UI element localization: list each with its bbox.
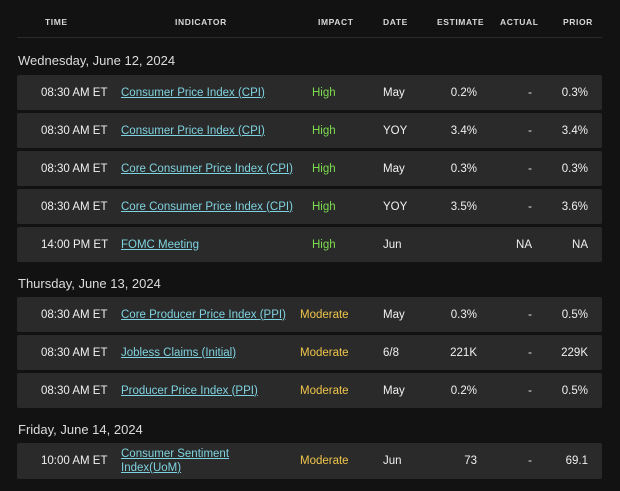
- table-row: 08:30 AM ET Consumer Price Index (CPI) H…: [17, 113, 602, 148]
- table-header: TIME INDICATOR IMPACT DATE ESTIMATE ACTU…: [17, 0, 602, 38]
- indicator-link[interactable]: Core Producer Price Index (PPI): [121, 308, 286, 321]
- estimate-cell: 0.2%: [450, 384, 477, 397]
- impact-cell: Moderate: [300, 384, 349, 397]
- actual-cell: -: [528, 346, 532, 359]
- table-row: 08:30 AM ET Core Consumer Price Index (C…: [17, 151, 602, 186]
- time-cell: 08:30 AM ET: [41, 384, 108, 397]
- date-heading: Thursday, June 13, 2024: [18, 276, 161, 291]
- estimate-cell: 3.4%: [450, 124, 477, 137]
- actual-cell: -: [528, 384, 532, 397]
- prior-cell: 3.6%: [561, 200, 588, 213]
- date-cell: 6/8: [383, 346, 399, 359]
- actual-cell: -: [528, 124, 532, 137]
- table-row: 08:30 AM ET Jobless Claims (Initial) Mod…: [17, 335, 602, 370]
- column-actual: ACTUAL: [500, 17, 539, 27]
- prior-cell: 0.5%: [561, 384, 588, 397]
- prior-cell: 0.3%: [561, 162, 588, 175]
- prior-cell: 69.1: [565, 455, 588, 467]
- indicator-link[interactable]: Producer Price Index (PPI): [121, 384, 258, 397]
- estimate-cell: 0.2%: [450, 86, 477, 99]
- impact-cell: High: [312, 238, 336, 251]
- table-row: 10:00 AM ET Consumer Sentiment Index(UoM…: [17, 443, 602, 479]
- indicator-link-line1[interactable]: Consumer Sentiment: [121, 448, 230, 460]
- table-row: 08:30 AM ET Core Consumer Price Index (C…: [17, 189, 602, 224]
- time-cell: 08:30 AM ET: [41, 200, 108, 213]
- time-cell: 08:30 AM ET: [41, 86, 108, 99]
- estimate-cell: 0.3%: [450, 162, 477, 175]
- date-cell: YOY: [383, 124, 408, 137]
- time-cell: 08:30 AM ET: [41, 346, 108, 359]
- actual-cell: NA: [516, 238, 532, 251]
- impact-cell: High: [312, 200, 336, 213]
- time-cell: 14:00 PM ET: [41, 238, 109, 251]
- estimate-cell: 3.5%: [450, 200, 477, 213]
- indicator-link[interactable]: Core Consumer Price Index (CPI): [121, 162, 293, 175]
- column-indicator: INDICATOR: [175, 17, 227, 27]
- actual-cell: -: [528, 162, 532, 175]
- table-row: 14:00 PM ET FOMC Meeting High Jun NA NA: [17, 227, 602, 262]
- table-row: 08:30 AM ET Producer Price Index (PPI) M…: [17, 373, 602, 408]
- column-impact: IMPACT: [318, 17, 354, 27]
- indicator-link[interactable]: Jobless Claims (Initial): [121, 346, 237, 359]
- date-heading: Friday, June 14, 2024: [18, 422, 143, 437]
- estimate-cell: 73: [464, 455, 477, 467]
- estimate-cell: [437, 227, 477, 262]
- time-cell: 08:30 AM ET: [41, 162, 108, 175]
- column-date: DATE: [383, 17, 408, 27]
- prior-cell: 0.5%: [561, 308, 588, 321]
- column-time: TIME: [45, 17, 68, 27]
- actual-cell: -: [528, 86, 532, 99]
- column-estimate: ESTIMATE: [437, 17, 485, 27]
- actual-cell: -: [528, 455, 532, 467]
- time-cell: 08:30 AM ET: [41, 308, 108, 321]
- indicator-link-line2[interactable]: Index(UoM): [121, 462, 182, 474]
- time-cell: 10:00 AM ET: [41, 455, 108, 467]
- time-cell: 08:30 AM ET: [41, 124, 108, 137]
- date-cell: May: [383, 308, 405, 321]
- actual-cell: -: [528, 200, 532, 213]
- indicator-link[interactable]: Consumer Price Index (CPI): [121, 124, 265, 137]
- indicator-link[interactable]: Core Consumer Price Index (CPI): [121, 200, 293, 213]
- indicator-link[interactable]: Consumer Price Index (CPI): [121, 86, 265, 99]
- prior-cell: 229K: [561, 346, 588, 359]
- impact-cell: Moderate: [300, 455, 349, 467]
- date-cell: May: [383, 86, 405, 99]
- date-heading: Wednesday, June 12, 2024: [18, 53, 176, 68]
- estimate-cell: 0.3%: [450, 308, 477, 321]
- prior-cell: NA: [572, 238, 588, 251]
- table-row: 08:30 AM ET Consumer Price Index (CPI) H…: [17, 75, 602, 110]
- date-cell: Jun: [383, 238, 402, 251]
- date-cell: YOY: [383, 200, 408, 213]
- estimate-cell: 221K: [450, 346, 477, 359]
- actual-cell: -: [528, 308, 532, 321]
- impact-cell: High: [312, 162, 336, 175]
- column-prior: PRIOR: [563, 17, 593, 27]
- table-row: 08:30 AM ET Core Producer Price Index (P…: [17, 297, 602, 332]
- date-cell: May: [383, 162, 405, 175]
- prior-cell: 3.4%: [561, 124, 588, 137]
- indicator-link[interactable]: FOMC Meeting: [121, 238, 199, 251]
- impact-cell: Moderate: [300, 308, 349, 321]
- impact-cell: High: [312, 124, 336, 137]
- date-cell: May: [383, 384, 405, 397]
- date-cell: Jun: [383, 455, 402, 467]
- prior-cell: 0.3%: [561, 86, 588, 99]
- impact-cell: Moderate: [300, 346, 349, 359]
- impact-cell: High: [312, 86, 336, 99]
